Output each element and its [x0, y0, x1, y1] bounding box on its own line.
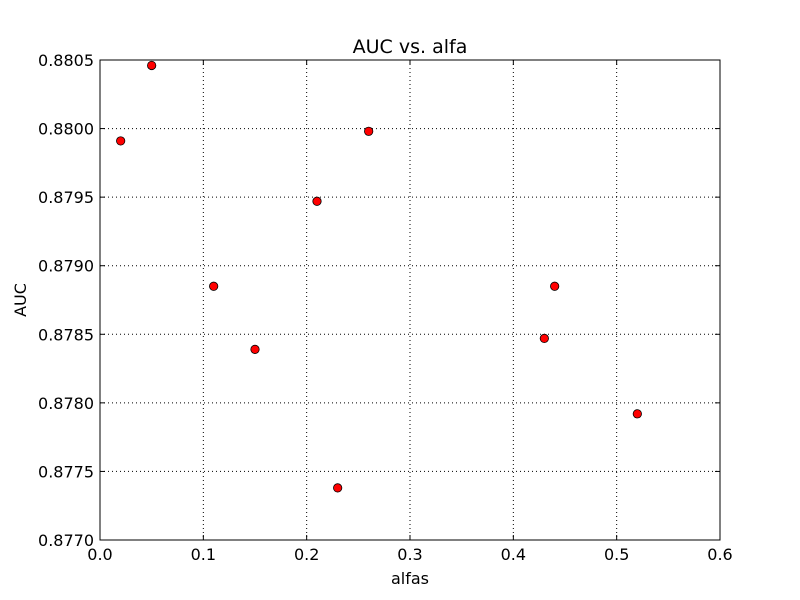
x-tick-label: 0.1 [191, 545, 216, 564]
data-point [550, 281, 560, 291]
x-tick-label: 0.6 [707, 545, 732, 564]
data-point [333, 483, 343, 493]
x-tick-labels: 0.0 0.1 0.2 0.3 0.4 0.5 0.6 [87, 545, 732, 564]
x-tick-label: 0.2 [294, 545, 319, 564]
y-tick-label: 0.8785 [38, 325, 94, 344]
data-point [632, 409, 642, 419]
x-tick-label: 0.3 [397, 545, 422, 564]
x-tick-label: 0.0 [87, 545, 112, 564]
data-point [116, 136, 126, 146]
y-tick-label: 0.8770 [38, 531, 94, 550]
chart-title: AUC vs. alfa [353, 36, 468, 58]
y-tick-label: 0.8800 [38, 120, 94, 139]
y-tick-label: 0.8780 [38, 394, 94, 413]
data-point [250, 344, 260, 354]
y-tick-label: 0.8805 [38, 51, 94, 70]
plot-area-frame [99, 59, 721, 541]
y-tick-labels: 0.8770 0.8775 0.8780 0.8785 0.8790 0.8795 0.88… [38, 51, 94, 550]
data-points [116, 60, 642, 493]
y-tick-label: 0.8775 [38, 462, 94, 481]
y-tick-label: 0.8795 [38, 188, 94, 207]
y-axis-label: AUC [11, 283, 30, 317]
data-point [147, 60, 157, 71]
grid-lines [100, 60, 720, 540]
x-tick-label: 0.5 [604, 545, 629, 564]
x-axis-label: alfas [391, 569, 429, 588]
data-point [312, 196, 322, 206]
data-point [364, 126, 374, 136]
x-tick-label: 0.4 [501, 545, 526, 564]
data-point [539, 333, 549, 343]
data-point [209, 281, 219, 291]
y-tick-label: 0.8790 [38, 257, 94, 276]
